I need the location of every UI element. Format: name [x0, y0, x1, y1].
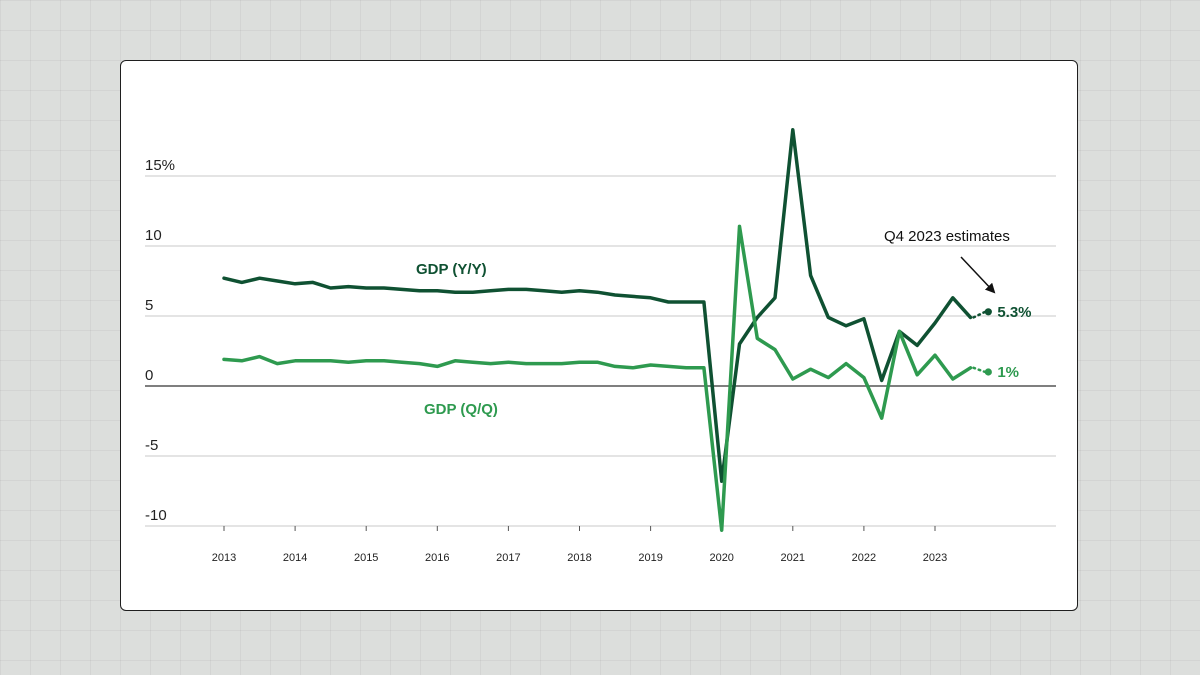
- estimate-point: [984, 368, 992, 376]
- series-lines: [222, 128, 992, 532]
- x-tick-label: 2022: [852, 552, 876, 564]
- y-tick-label: 0: [145, 367, 153, 384]
- axes: -10 -5 0 5 10 15% 2013 2014 2015 2016 2017 2018 2019…: [145, 157, 947, 564]
- estimates-annotation: Q4 2023 estimates: [884, 228, 1010, 245]
- y-tick-label: 15%: [145, 157, 175, 174]
- x-tick-label: 2020: [709, 552, 733, 564]
- y-tick-label: 5: [145, 297, 153, 314]
- gridlines: [145, 175, 1056, 527]
- chart-card: -10 -5 0 5 10 15% 2013 2014 2015 2016 2017 2018 2019…: [120, 60, 1078, 611]
- estimate-value-label: 5.3%: [997, 304, 1031, 321]
- series-line-gdp-yy: [222, 128, 973, 483]
- annotation-arrow: [960, 256, 996, 294]
- y-tick-label: -5: [145, 437, 158, 454]
- x-tick-label: 2016: [425, 552, 449, 564]
- estimate-point: [984, 308, 992, 316]
- y-tick-label: 10: [145, 227, 162, 244]
- estimate-value-label: 1%: [997, 364, 1019, 381]
- gdp-line-chart: -10 -5 0 5 10 15% 2013 2014 2015 2016 2017 2018 2019…: [145, 128, 1056, 564]
- series-line-gdp-qq: [222, 224, 973, 532]
- x-tick-label: 2018: [567, 552, 591, 564]
- chart-labels: 5.3% GDP (Y/Y) 1% GDP (Q/Q) Q4 2023 estimate…: [416, 228, 1032, 418]
- x-tick-label: 2023: [923, 552, 947, 564]
- estimate-connector: [972, 366, 987, 374]
- y-tick-label: -10: [145, 507, 167, 524]
- series-name-label: GDP (Q/Q): [424, 401, 498, 418]
- x-tick-label: 2014: [283, 552, 307, 564]
- estimate-connector: [972, 310, 987, 319]
- x-tick-label: 2019: [638, 552, 662, 564]
- x-tick-label: 2021: [781, 552, 805, 564]
- x-tick-label: 2013: [212, 552, 236, 564]
- x-tick-label: 2017: [496, 552, 520, 564]
- x-tick-label: 2015: [354, 552, 378, 564]
- series-name-label: GDP (Y/Y): [416, 261, 487, 278]
